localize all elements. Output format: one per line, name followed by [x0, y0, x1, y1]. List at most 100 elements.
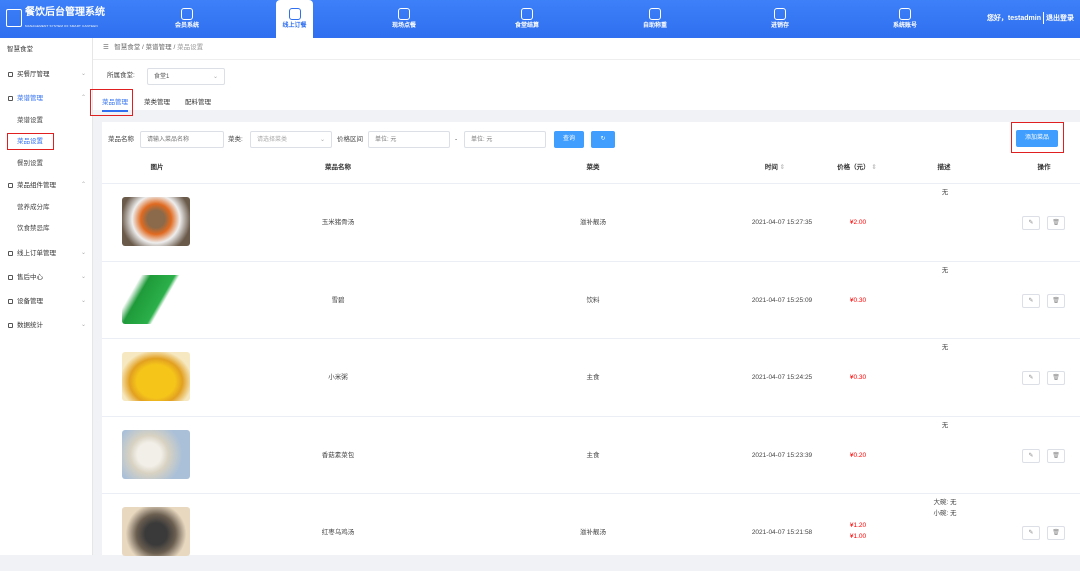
edit-button[interactable]: ✎ [1022, 526, 1040, 540]
dish-price: ¥0.30 [849, 296, 867, 304]
nav-4[interactable]: 自助称重 [620, 0, 690, 38]
menu-toggle-icon[interactable]: ☰ [103, 44, 109, 51]
component-icon [8, 182, 13, 188]
delete-button[interactable]: 🗑 [1047, 526, 1065, 540]
highlight-box [1011, 122, 1064, 153]
dish-image [122, 429, 190, 479]
dish-price: ¥1.00 [849, 533, 867, 540]
dish-desc: 无 [941, 421, 949, 429]
dish-desc: 小碗: 无 [933, 510, 957, 517]
dish-type: 滋补靓汤 [580, 219, 606, 226]
tab-dish[interactable]: 菜品管理 [102, 99, 128, 112]
sidebar-sub-nutrition[interactable]: 营养成分库 [17, 204, 50, 211]
diamond-icon [181, 8, 193, 20]
edit-button[interactable]: ✎ [1022, 448, 1040, 463]
highlight-box [7, 133, 54, 150]
sidebar-item-service[interactable]: 售后中心 ⌄ [8, 274, 86, 282]
dish-table-card: 菜品名称 菜类: 请选择菜类⌄ 价格区间 - 查询 ↻ 添加菜品 图片 菜品名称… [102, 122, 1080, 556]
logo-icon [6, 9, 22, 27]
dish-time: 2021-04-07 15:25:09 [751, 296, 813, 304]
dish-desc: 无 [941, 189, 949, 196]
dish-name: 香菇素菜包 [321, 451, 355, 459]
column-header-time[interactable]: 时间 ⇕ [764, 164, 786, 171]
sidebar-item-orders[interactable]: 线上订单管理 ⌄ [8, 250, 86, 258]
add-dish-button[interactable]: 添加菜品 [1016, 130, 1058, 147]
dish-price: ¥0.20 [849, 451, 867, 459]
dish-desc: 大碗: 无 [933, 499, 957, 506]
column-header: 菜品名称 [325, 164, 351, 171]
store-icon [288, 8, 301, 20]
app-subtitle: MANAGEMENT SYSTEM OF SMART CANTEEN [25, 24, 98, 28]
dish-desc: 无 [941, 266, 949, 274]
price-label: 价格区间 [337, 136, 363, 143]
trash-icon: 🗑 [1052, 375, 1060, 381]
max-price-input[interactable] [464, 131, 546, 148]
range-dash: - [455, 136, 458, 143]
table-row: 小米粥 主食 2021-04-07 15:24:25 ¥0.30 无 ✎ 🗑 [102, 338, 1080, 416]
dish-type: 主食 [586, 374, 600, 381]
trash-icon: 🗑 [1052, 530, 1060, 536]
bowl-icon [8, 71, 13, 77]
tab-ingredient[interactable]: 配料管理 [185, 99, 211, 106]
tab-category[interactable]: 菜类管理 [144, 99, 170, 106]
scan-icon [521, 8, 533, 20]
sidebar-sub-meal-setting[interactable]: 餐别设置 [17, 160, 43, 167]
nav-2[interactable]: 现场点餐 [369, 0, 439, 38]
edit-icon: ✎ [1028, 452, 1034, 459]
canteen-select[interactable]: 食堂1 ⌄ [147, 68, 225, 85]
dish-name: 玉米猪骨汤 [321, 219, 355, 226]
nav-3[interactable]: 食堂结算 [492, 0, 562, 38]
top-header: 餐饮后台管理系统 MANAGEMENT SYSTEM OF SMART CANT… [0, 0, 1080, 38]
sidebar-sub-dish-setting[interactable]: 菜品设置 [17, 138, 43, 145]
dish-desc: 无 [941, 344, 949, 351]
breadcrumb: ☰ 智慧食堂 / 菜谱管理 / 菜品设置 [93, 38, 1080, 60]
refresh-button[interactable]: ↻ [591, 131, 615, 148]
name-label: 菜品名称 [108, 136, 134, 143]
highlight-box [90, 89, 133, 116]
sidebar-sub-menu-setting[interactable]: 菜谱设置 [17, 117, 43, 124]
breadcrumb-item[interactable]: 菜谱管理 [145, 44, 172, 51]
dish-time: 2021-04-07 15:23:39 [751, 451, 813, 459]
nav-1[interactable]: 线上订餐 [276, 0, 313, 38]
name-input[interactable] [140, 131, 224, 148]
nav-0[interactable]: 会员系统 [152, 0, 222, 38]
edit-button[interactable]: ✎ [1022, 216, 1040, 230]
sort-icon: ⇕ [871, 164, 877, 171]
sidebar-item-device[interactable]: 设备管理 ⌄ [8, 298, 86, 306]
dish-image [122, 352, 190, 401]
delete-button[interactable]: 🗑 [1047, 216, 1065, 230]
sidebar-item-stats[interactable]: 数据统计 ⌄ [8, 322, 86, 330]
users-icon [899, 8, 911, 20]
edit-icon: ✎ [1028, 220, 1034, 226]
refresh-icon: ↻ [600, 136, 606, 142]
nav-6[interactable]: 系统账号 [870, 0, 940, 38]
trash-icon: 🗑 [1052, 220, 1060, 226]
exchange-icon [774, 8, 786, 20]
edit-button[interactable]: ✎ [1022, 293, 1040, 308]
nav-5[interactable]: 进销存 [745, 0, 815, 38]
sidebar-item-canteen[interactable]: 买餐厅管理 ⌄ [8, 71, 86, 79]
search-button[interactable]: 查询 [554, 131, 584, 148]
type-select[interactable]: 请选择菜类 ⌄ [250, 131, 332, 148]
dish-name: 雪碧 [331, 296, 345, 304]
sidebar-item-menu[interactable]: 菜谱管理 ⌃ [8, 95, 86, 103]
logout-link[interactable]: 退出登录 [1046, 14, 1074, 22]
column-header: 描述 [937, 164, 951, 171]
delete-button[interactable]: 🗑 [1047, 448, 1065, 463]
column-header-price[interactable]: 价格（元） ⇕ [837, 164, 877, 171]
table-row: 雪碧 饮料 2021-04-07 15:25:09 ¥0.30 无 ✎ 🗑 [102, 260, 1080, 339]
canteen-label: 所属食堂: [107, 72, 135, 79]
delete-button[interactable]: 🗑 [1047, 293, 1065, 308]
sidebar-item-component[interactable]: 菜品组件管理 ⌃ [8, 182, 86, 190]
sidebar-sub-taboo[interactable]: 饮食禁忌库 [17, 225, 50, 232]
min-price-input[interactable] [368, 131, 450, 148]
breadcrumb-item[interactable]: 智慧食堂 [114, 44, 141, 51]
dish-image [122, 197, 190, 246]
delete-button[interactable]: 🗑 [1047, 371, 1065, 385]
table-row: 香菇素菜包 主食 2021-04-07 15:23:39 ¥0.20 无 ✎ 🗑 [102, 415, 1080, 494]
table-row: 红枣乌鸡汤 滋补靓汤 2021-04-07 15:21:58 ¥1.20 ¥1.00… [102, 493, 1080, 571]
dish-type: 主食 [586, 451, 600, 459]
edit-icon: ✎ [1028, 375, 1034, 381]
edit-button[interactable]: ✎ [1022, 371, 1040, 385]
table-row: 玉米猪骨汤 滋补靓汤 2021-04-07 15:27:35 ¥2.00 无 ✎ 🗑 [102, 183, 1080, 261]
